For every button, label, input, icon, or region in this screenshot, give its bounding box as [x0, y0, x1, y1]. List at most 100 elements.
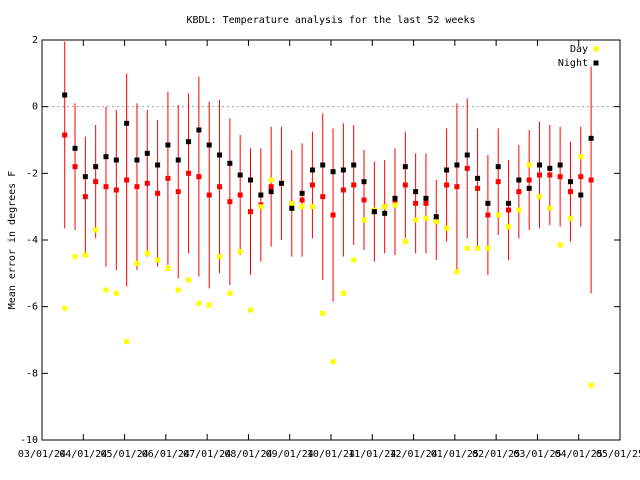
mean-point: [454, 184, 460, 190]
point: [454, 269, 460, 275]
mean-point: [309, 182, 315, 188]
legend-label: Night: [558, 58, 588, 69]
mean-point: [237, 192, 243, 198]
y-tick-label: -4: [26, 235, 38, 246]
point: [258, 192, 264, 198]
point: [72, 254, 78, 260]
point: [196, 300, 202, 306]
mean-point: [464, 165, 470, 171]
x-tick-label: 09/01/24: [266, 449, 314, 460]
point: [485, 200, 491, 206]
point: [340, 290, 346, 296]
mean-point: [165, 175, 171, 181]
point: [320, 310, 326, 316]
point: [247, 177, 253, 183]
mean-point: [320, 194, 326, 200]
point: [526, 185, 532, 191]
legend-marker: [593, 46, 599, 52]
point: [371, 209, 377, 215]
point: [578, 154, 584, 160]
mean-point: [186, 170, 192, 176]
mean-point: [392, 199, 398, 205]
point: [113, 157, 119, 163]
point: [268, 177, 274, 183]
point: [588, 135, 594, 141]
x-tick-label: 02/01/25: [472, 449, 520, 460]
point: [567, 215, 573, 221]
mean-point: [124, 177, 130, 183]
point: [433, 214, 439, 220]
mean-point: [155, 190, 161, 196]
mean-point: [144, 180, 150, 186]
point: [330, 169, 336, 175]
mean-point: [103, 184, 109, 190]
point: [361, 217, 367, 223]
x-tick-label: 07/01/24: [183, 449, 231, 460]
point: [588, 382, 594, 388]
x-tick-label: 03/01/25: [513, 449, 561, 460]
point: [516, 207, 522, 213]
x-tick-label: 10/01/24: [307, 449, 355, 460]
point: [72, 145, 78, 151]
mean-point: [330, 212, 336, 218]
mean-point: [134, 184, 140, 190]
point: [93, 227, 99, 233]
point: [62, 92, 68, 98]
point: [299, 204, 305, 210]
point: [155, 257, 161, 263]
point: [309, 204, 315, 210]
y-tick-label: -10: [20, 435, 38, 446]
point: [557, 162, 563, 168]
point: [340, 167, 346, 173]
point: [165, 265, 171, 271]
point: [103, 287, 109, 293]
point: [361, 179, 367, 185]
point: [206, 142, 212, 148]
point: [103, 154, 109, 160]
mean-point: [423, 200, 429, 206]
mean-point: [62, 132, 68, 138]
mean-point: [413, 200, 419, 206]
legend-marker: [593, 60, 599, 66]
point: [124, 339, 130, 345]
x-tick-label: 11/01/24: [348, 449, 396, 460]
point: [186, 139, 192, 145]
point: [62, 305, 68, 311]
point: [567, 179, 573, 185]
point: [392, 195, 398, 201]
point: [237, 249, 243, 255]
point: [444, 167, 450, 173]
point: [392, 202, 398, 208]
mean-point: [485, 212, 491, 218]
point: [330, 359, 336, 365]
mean-point: [299, 197, 305, 203]
mean-point: [247, 209, 253, 215]
point: [155, 162, 161, 168]
point: [536, 194, 542, 200]
point: [93, 164, 99, 170]
point: [196, 127, 202, 133]
x-tick-label: 04/01/25: [555, 449, 603, 460]
point: [382, 204, 388, 210]
point: [506, 224, 512, 230]
y-tick-label: -8: [26, 368, 38, 379]
point: [82, 252, 88, 258]
point: [186, 277, 192, 283]
mean-point: [227, 199, 233, 205]
mean-point: [93, 179, 99, 185]
point: [475, 245, 481, 251]
point: [382, 210, 388, 216]
mean-point: [578, 174, 584, 180]
mean-point: [506, 207, 512, 213]
point: [113, 290, 119, 296]
x-tick-label: 04/01/24: [59, 449, 107, 460]
point: [144, 150, 150, 156]
point: [268, 189, 274, 195]
point: [258, 204, 264, 210]
point: [495, 164, 501, 170]
point: [485, 245, 491, 251]
mean-point: [196, 174, 202, 180]
